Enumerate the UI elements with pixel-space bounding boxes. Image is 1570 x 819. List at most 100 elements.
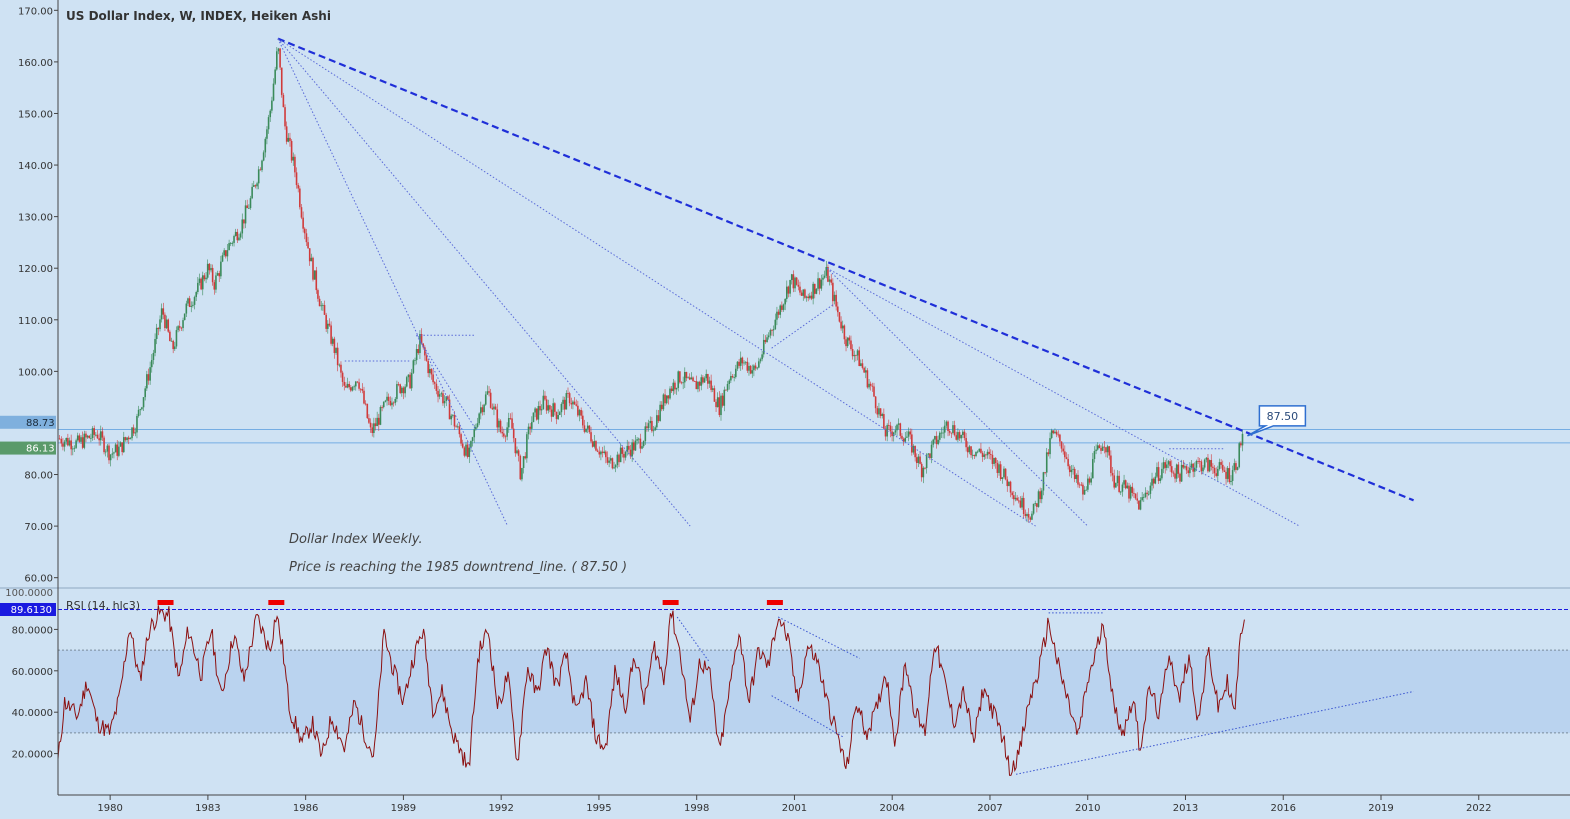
price-candle-body: [249, 198, 252, 209]
price-candle-body: [442, 393, 444, 404]
price-candle-body: [229, 242, 232, 244]
fan-trend-line: [277, 38, 509, 527]
price-candle-body: [1166, 464, 1168, 468]
price-candle-body: [192, 304, 194, 306]
price-candle-body: [1016, 497, 1018, 501]
x-tick-label: 1995: [586, 803, 611, 814]
price-candle-body: [781, 305, 783, 310]
price-candle-body: [723, 389, 726, 406]
price-candle-body: [549, 405, 551, 410]
price-candle-body: [234, 231, 237, 237]
price-candle-body: [642, 441, 645, 447]
price-candle-body: [660, 404, 663, 410]
price-candle-body: [837, 306, 839, 313]
price-candle-body: [850, 340, 852, 350]
price-candle-body: [889, 425, 892, 432]
price-candle-body: [860, 363, 862, 366]
price-candle-body: [832, 282, 834, 302]
price-candle-body: [155, 327, 158, 339]
price-candle-body: [473, 429, 476, 438]
price-candle-body: [203, 275, 206, 280]
x-tick-label: 1983: [195, 803, 220, 814]
price-candle-body: [1238, 443, 1241, 468]
price-candle-body: [197, 282, 199, 293]
price-candle-body: [297, 185, 299, 189]
price-candle-body: [1014, 497, 1017, 500]
price-candle-body: [1100, 448, 1102, 451]
price-candle-body: [373, 423, 375, 434]
price-candle-body: [397, 384, 400, 385]
price-candle-body: [603, 451, 605, 453]
price-candle-body: [563, 399, 566, 410]
price-candle-body: [1055, 431, 1058, 435]
price-candle-body: [111, 453, 114, 455]
price-candle-body: [104, 451, 107, 453]
price-candle-body: [512, 428, 515, 439]
price-candle-body: [929, 453, 931, 459]
price-candle-body: [1190, 463, 1193, 468]
price-candle-body: [320, 305, 323, 307]
price-candle-body: [688, 377, 691, 380]
price-candle-body: [1193, 467, 1196, 472]
price-candle-body: [193, 297, 196, 305]
price-candle-body: [1111, 473, 1114, 476]
price-candle-body: [873, 386, 875, 397]
price-candle-body: [371, 427, 374, 434]
price-candle-body: [736, 361, 739, 369]
price-candle-body: [766, 337, 768, 343]
price-candle-body: [83, 433, 86, 448]
price-candle-body: [328, 323, 331, 326]
price-candle-body: [1164, 462, 1166, 468]
price-candle-body: [1039, 491, 1041, 500]
price-candle-body: [75, 440, 77, 448]
price-candle-body: [777, 311, 780, 315]
price-candle-body: [1096, 445, 1099, 450]
annotation-line-1: Dollar Index Weekly.: [289, 532, 423, 547]
main-downtrend-line: [277, 37, 1415, 502]
price-trend-lines: [277, 37, 1415, 527]
price-candle-body: [1172, 472, 1175, 474]
time-axis: 1980 1983 1986 1989 1992 1995 1998 2001 2004 2007…: [97, 795, 1491, 814]
price-candle-body: [178, 326, 181, 328]
price-candle-body: [906, 436, 908, 438]
price-candle-body: [121, 442, 123, 453]
x-tick-label: 1992: [488, 803, 513, 814]
price-candle-body: [481, 407, 484, 413]
price-candle-body: [1203, 459, 1206, 468]
price-candle-body: [470, 441, 472, 448]
price-candle-body: [126, 437, 128, 441]
price-candle-body: [957, 432, 959, 440]
price-candle-body: [633, 442, 635, 451]
price-candle-body: [1141, 497, 1143, 501]
price-candle-body: [654, 427, 656, 431]
price-candle-body: [132, 427, 135, 434]
price-candle-body: [733, 377, 735, 378]
price-candle-body: [358, 382, 360, 389]
price-candle-body: [318, 298, 321, 307]
fan-trend-line: [826, 267, 1089, 527]
price-candle-body: [1149, 485, 1152, 494]
price-candle-body: [289, 137, 291, 141]
price-candle-body: [353, 386, 355, 388]
price-candle-body: [833, 294, 836, 302]
price-candle-body: [396, 384, 398, 399]
price-candle-body: [271, 100, 273, 111]
price-candle-body: [169, 331, 171, 342]
price-candle-body: [58, 438, 61, 440]
price-candle-body: [259, 169, 262, 171]
price-candle-body: [443, 400, 446, 404]
price-candle-body: [922, 467, 925, 478]
price-candle-body: [670, 388, 673, 392]
price-candle-body: [728, 380, 731, 384]
price-candle-body: [578, 410, 581, 416]
price-candle-body: [256, 183, 258, 187]
price-candle-body: [1215, 473, 1217, 476]
price-candle-body: [299, 188, 301, 208]
price-candle-body: [458, 426, 461, 435]
price-y-tick-label: 150.00: [18, 109, 53, 120]
price-callout[interactable]: 87.50: [1247, 405, 1307, 437]
rsi-trend-lines: [676, 612, 1414, 775]
price-candle-body: [1180, 464, 1183, 482]
price-candle-body: [662, 394, 665, 410]
